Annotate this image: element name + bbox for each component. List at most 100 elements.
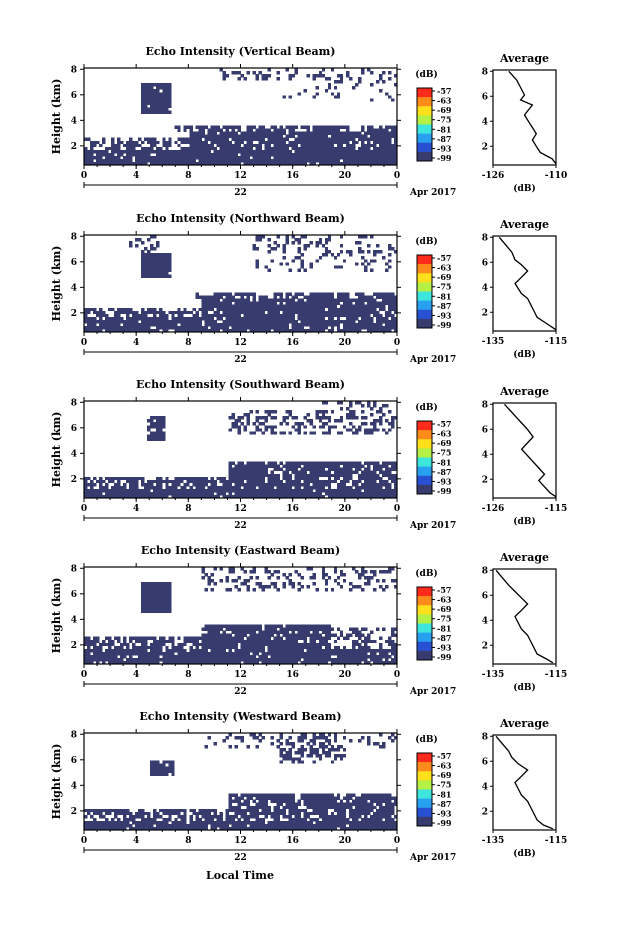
- echo-cell: [357, 657, 362, 662]
- echo-cell: [348, 422, 353, 426]
- echo-cell: [267, 238, 271, 242]
- echo-cell: [159, 425, 163, 429]
- echo-cell: [360, 146, 365, 151]
- echo-cell: [222, 636, 226, 641]
- echo-cell: [339, 152, 344, 157]
- echo-cell: [294, 467, 299, 472]
- echo-cell: [390, 161, 395, 166]
- echo-cell: [288, 310, 293, 315]
- echo-cell: [315, 241, 320, 245]
- echo-cell: [249, 131, 253, 136]
- echo-cell: [333, 464, 338, 469]
- echo-cell: [156, 639, 160, 644]
- echo-cell: [90, 322, 94, 327]
- echo-cell: [159, 645, 163, 650]
- echo-cell: [336, 473, 341, 478]
- echo-cell: [126, 479, 130, 484]
- echo-cell: [285, 648, 290, 653]
- echo-cell: [111, 648, 115, 653]
- echo-cell: [369, 307, 374, 312]
- echo-cell: [258, 325, 262, 330]
- echo-cell: [258, 639, 262, 644]
- echo-cell: [222, 654, 226, 659]
- echo-cell: [387, 146, 392, 151]
- colorbar-band: [417, 110, 432, 116]
- echo-cell: [246, 488, 250, 493]
- echo-cell: [129, 651, 133, 656]
- echo-cell: [324, 125, 329, 130]
- echo-cell: [243, 651, 247, 656]
- echo-cell: [285, 292, 290, 297]
- echo-cell: [354, 155, 359, 160]
- echo-cell: [87, 488, 91, 493]
- echo-cell: [357, 328, 362, 333]
- echo-cell: [375, 410, 380, 414]
- colorbar-tick-label: -93: [437, 143, 452, 153]
- echo-cell: [159, 104, 163, 108]
- echo-cell: [348, 416, 353, 420]
- echo-cell: [198, 476, 202, 481]
- echo-cell: [129, 307, 133, 312]
- echo-cell: [291, 657, 296, 662]
- echo-cell: [336, 313, 341, 318]
- colorbar-tick-label: -81: [437, 457, 451, 467]
- echo-cell: [345, 654, 350, 659]
- echo-cell: [321, 654, 326, 659]
- echo-cell: [372, 253, 377, 257]
- echo-cell: [180, 319, 184, 324]
- echo-cell: [222, 494, 226, 499]
- echo-cell: [306, 149, 311, 154]
- echo-cell: [228, 473, 232, 478]
- echo-cell: [309, 310, 314, 315]
- echo-cell: [249, 633, 253, 638]
- echo-cell: [132, 642, 136, 647]
- echo-cell: [135, 494, 139, 499]
- echo-cell: [300, 633, 305, 638]
- echo-cell: [252, 494, 256, 499]
- echo-cell: [261, 645, 265, 650]
- echo-cell: [264, 149, 268, 154]
- echo-cell: [354, 149, 359, 154]
- echo-cell: [192, 140, 196, 145]
- echo-cell: [105, 161, 109, 166]
- echo-cell: [120, 152, 124, 157]
- echo-cell: [210, 624, 214, 629]
- echo-cell: [375, 134, 380, 139]
- echo-cell: [162, 259, 166, 263]
- echo-cell: [327, 319, 332, 324]
- echo-cell: [195, 494, 199, 499]
- echo-cell: [384, 494, 389, 499]
- echo-cell: [171, 479, 175, 484]
- echo-cell: [141, 325, 145, 330]
- echo-cell: [243, 149, 247, 154]
- echo-cell: [156, 648, 160, 653]
- echo-cell: [258, 152, 262, 157]
- echo-cell: [237, 134, 241, 139]
- echo-cell: [315, 479, 320, 484]
- echo-cell: [222, 639, 226, 644]
- echo-cell: [348, 461, 353, 466]
- echo-cell: [243, 310, 247, 315]
- echo-cell: [225, 158, 229, 163]
- echo-cell: [369, 235, 374, 239]
- echo-cell: [297, 476, 302, 481]
- echo-cell: [303, 155, 308, 160]
- echo-cell: [189, 125, 193, 130]
- echo-cell: [144, 155, 148, 160]
- echo-cell: [225, 588, 229, 592]
- echo-cell: [165, 645, 169, 650]
- echo-cell: [204, 134, 208, 139]
- echo-cell: [363, 485, 368, 490]
- echo-cell: [150, 437, 154, 441]
- echo-cell: [261, 328, 265, 333]
- echo-cell: [288, 627, 293, 632]
- echo-cell: [237, 476, 241, 481]
- echo-cell: [363, 657, 368, 662]
- echo-cell: [132, 316, 136, 321]
- echo-cell: [390, 307, 395, 312]
- echo-cell: [210, 304, 214, 309]
- echo-cell: [243, 158, 247, 163]
- echo-cell: [315, 292, 320, 297]
- echo-cell: [90, 161, 94, 166]
- echo-cell: [345, 488, 350, 493]
